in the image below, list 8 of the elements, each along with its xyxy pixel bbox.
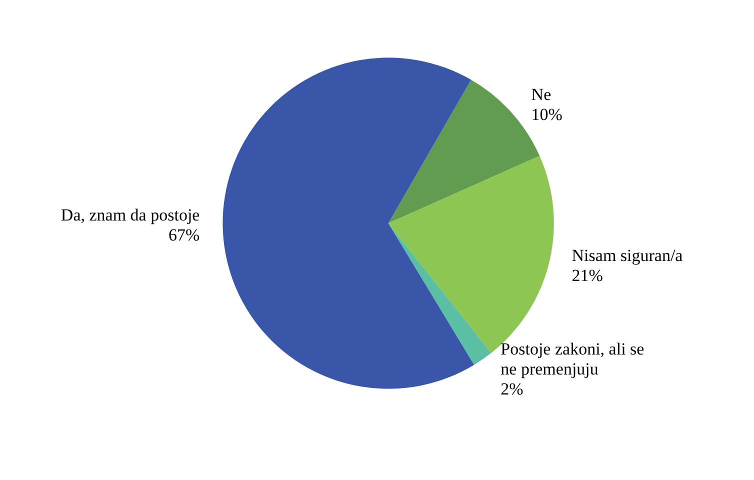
slice-label: Nisam siguran/a <box>572 246 684 266</box>
data-label: 10% <box>531 104 562 124</box>
slice-label: Ne <box>531 84 552 104</box>
slice-label: Postoje zakoni, ali se ne premenjuju <box>500 340 648 379</box>
data-label: 21% <box>572 266 603 286</box>
slice-label: Da, znam da postoje <box>60 206 200 225</box>
data-label: 67% <box>168 226 200 245</box>
data-label: 2% <box>500 380 524 399</box>
